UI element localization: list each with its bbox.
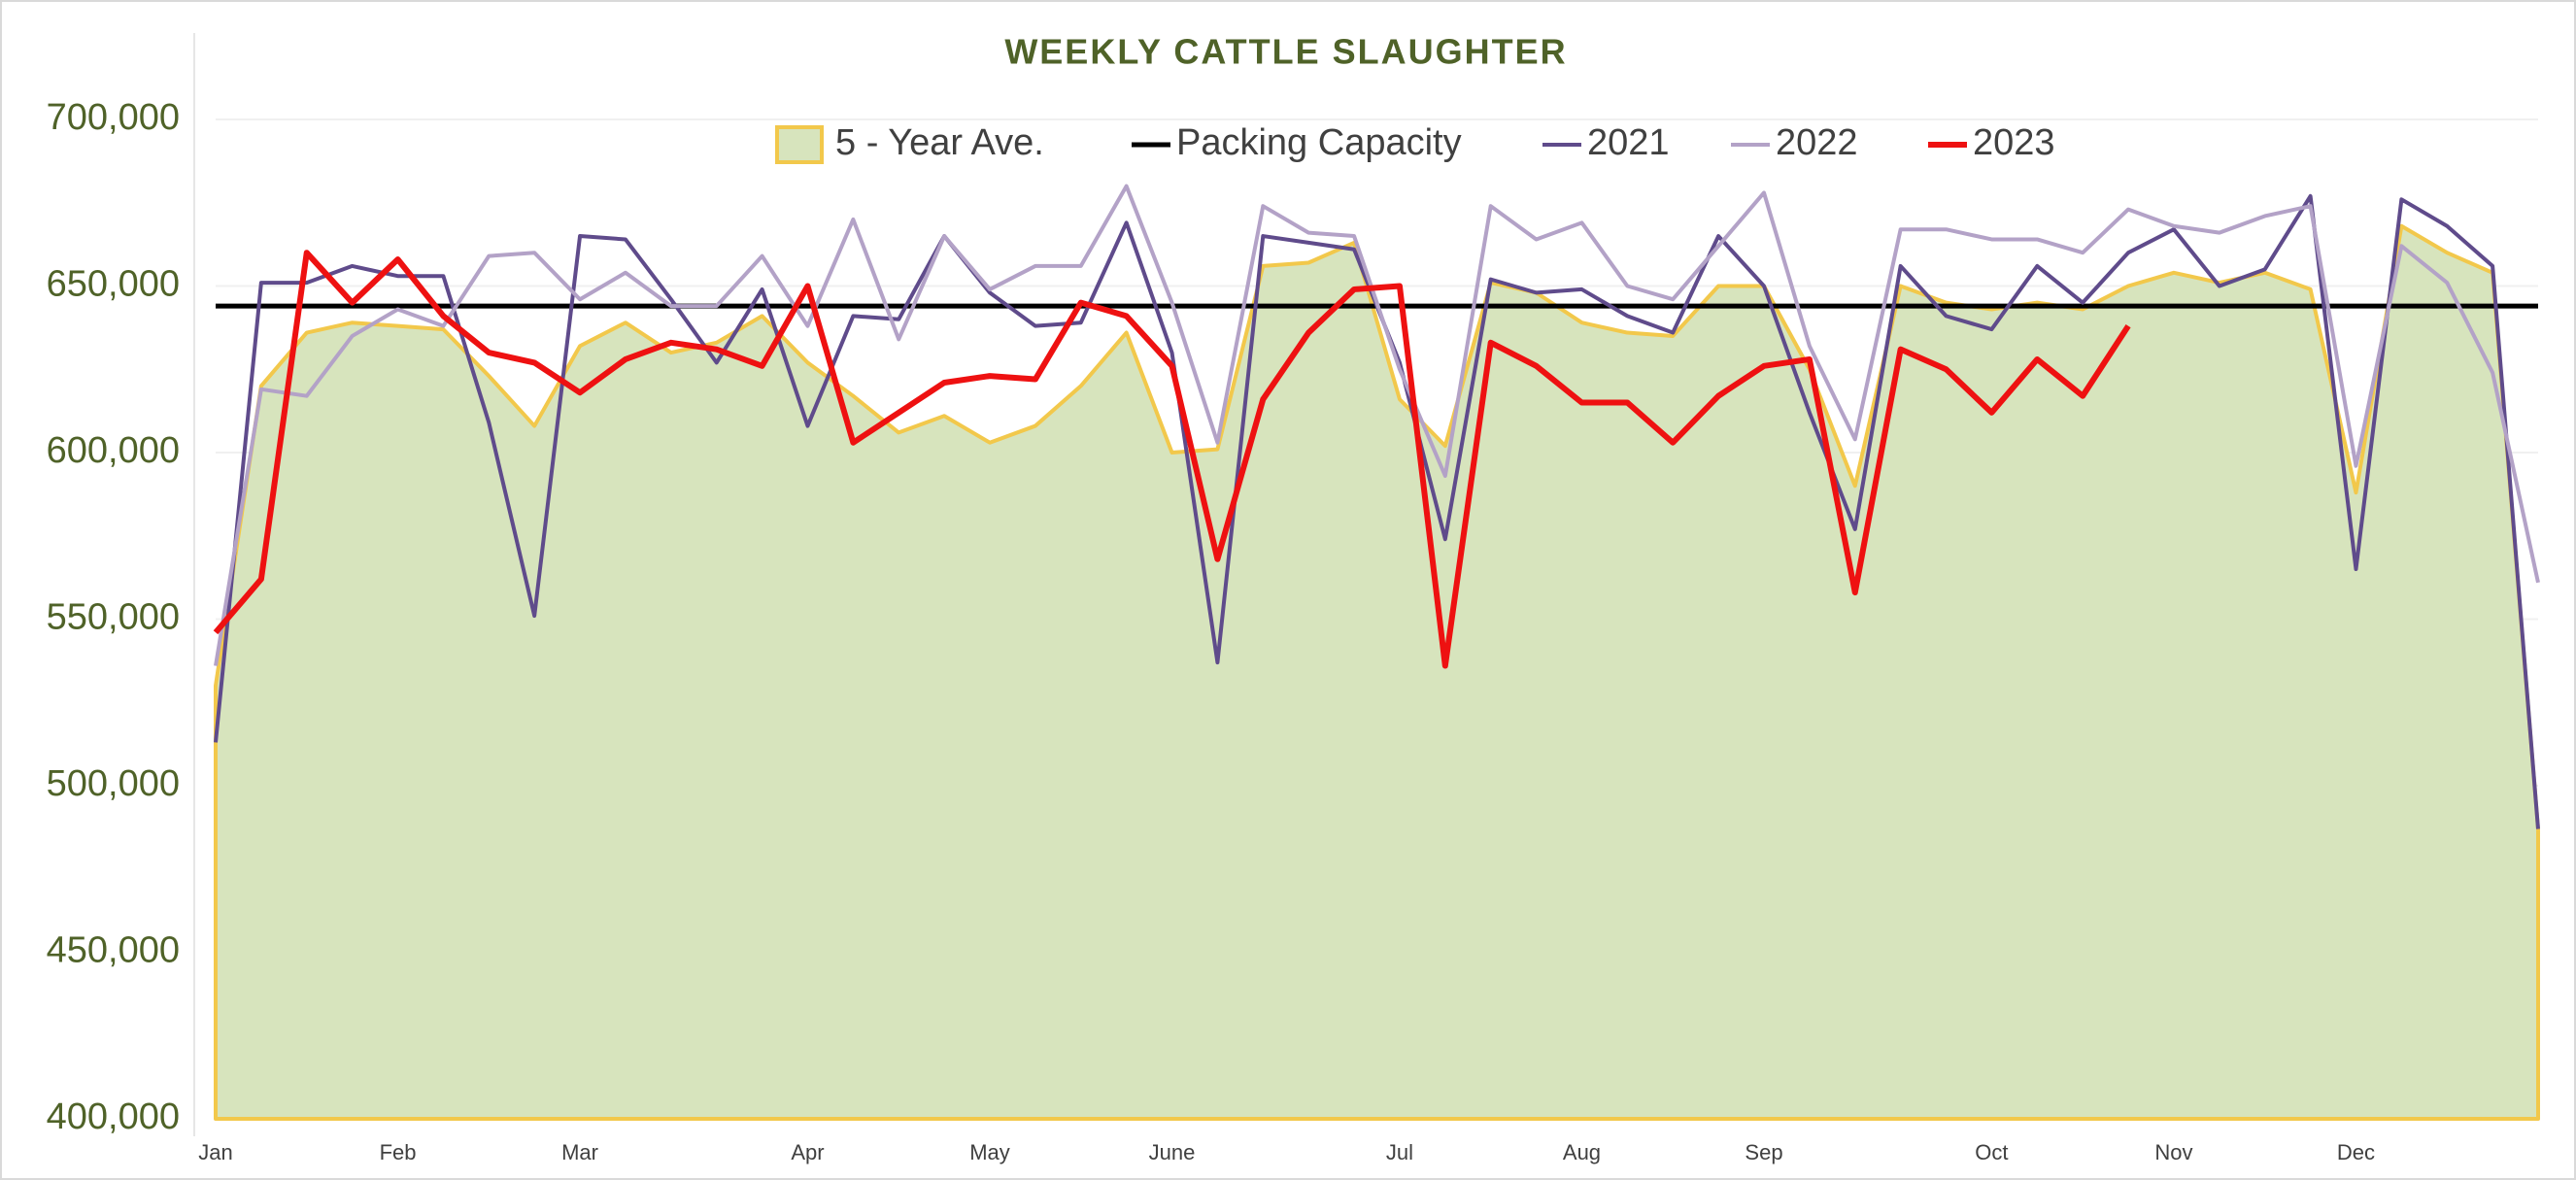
legend-label: 2021 [1587,122,1670,163]
y-tick-label: 450,000 [47,930,180,971]
x-tick-label: Feb [380,1140,417,1164]
series-line [214,184,2540,666]
x-tick-label: Apr [791,1140,824,1164]
y-tick-label: 600,000 [47,430,180,471]
y-tick-label: 500,000 [47,763,180,804]
axes: 400,000 450,000 500,000 550,000 600,000 650,0… [47,97,2375,1164]
y-tick-label: 550,000 [47,597,180,638]
y-tick-label: 650,000 [47,264,180,305]
legend-label: 5 - Year Ave. [835,122,1044,163]
y-tick-label: 700,000 [47,97,180,138]
legend-swatch [775,125,824,164]
x-tick-label: Mar [561,1140,598,1164]
x-tick-label: Oct [1975,1140,2008,1164]
legend-label: 2022 [1776,122,1858,163]
legend-label: Packing Capacity [1176,122,1462,163]
plot-area [213,184,2540,1121]
x-tick-label: May [969,1140,1010,1164]
x-tick-label: Aug [1563,1140,1601,1164]
chart-title: WEEKLY CATTLE SLAUGHTER [1004,32,1567,72]
legend: 5 - Year Ave. Packing Capacity 2021 2022 202… [775,122,2055,164]
series-line [213,250,2131,669]
x-tick-label: Sep [1745,1140,1782,1164]
x-tick-label: Jan [198,1140,232,1164]
legend-label: 2023 [1973,122,2055,163]
area-fill [214,223,2540,1121]
x-tick-label: Jul [1386,1140,1413,1164]
x-tick-label: June [1149,1140,1196,1164]
y-tick-label: 400,000 [47,1096,180,1137]
x-tick-label: Nov [2154,1140,2192,1164]
x-tick-label: Dec [2337,1140,2375,1164]
